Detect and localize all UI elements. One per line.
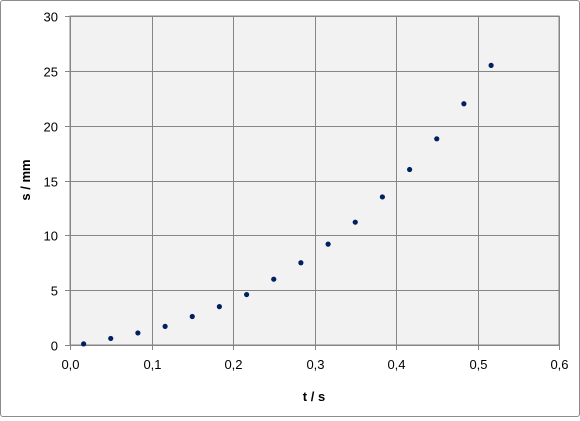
data-point bbox=[81, 341, 87, 347]
y-tick-label: 25 bbox=[44, 65, 58, 80]
data-point bbox=[461, 101, 467, 107]
x-tick-label: 0,6 bbox=[550, 357, 568, 372]
data-point bbox=[325, 241, 331, 247]
data-point bbox=[298, 260, 304, 266]
y-tick-label: 0 bbox=[51, 339, 58, 354]
y-tick-label: 10 bbox=[44, 229, 58, 244]
y-tick-label: 5 bbox=[51, 284, 58, 299]
y-tick-label: 20 bbox=[44, 120, 58, 135]
x-tick-label: 0,4 bbox=[387, 357, 405, 372]
data-point bbox=[189, 313, 195, 320]
y-axis-title: s / mm bbox=[18, 159, 33, 200]
data-point bbox=[271, 276, 277, 282]
x-axis-ticks: 0,0 0,1 0,2 0,3 0,4 0,5 0,6 bbox=[61, 357, 568, 372]
y-tick-label: 15 bbox=[44, 175, 58, 190]
y-tick-label: 30 bbox=[44, 10, 58, 25]
data-point bbox=[407, 166, 413, 173]
data-point bbox=[216, 304, 222, 310]
data-point bbox=[434, 136, 440, 142]
plot-area bbox=[69, 15, 560, 346]
x-tick-label: 0,2 bbox=[224, 357, 242, 372]
data-point bbox=[162, 323, 168, 329]
data-point bbox=[108, 335, 114, 342]
x-axis-title: t / s bbox=[303, 389, 325, 404]
data-point bbox=[135, 330, 141, 336]
data-points bbox=[81, 62, 494, 347]
x-tick-label: 0,0 bbox=[61, 357, 79, 372]
data-point bbox=[379, 194, 385, 200]
data-point bbox=[244, 291, 250, 298]
gridlines bbox=[65, 16, 560, 350]
x-tick-label: 0,5 bbox=[469, 357, 487, 372]
y-axis-ticks: 0 5 10 15 20 25 30 bbox=[44, 10, 58, 354]
x-tick-label: 0,1 bbox=[143, 357, 161, 372]
data-point bbox=[352, 219, 358, 225]
x-tick-label: 0,3 bbox=[306, 357, 324, 372]
data-point bbox=[488, 62, 494, 68]
